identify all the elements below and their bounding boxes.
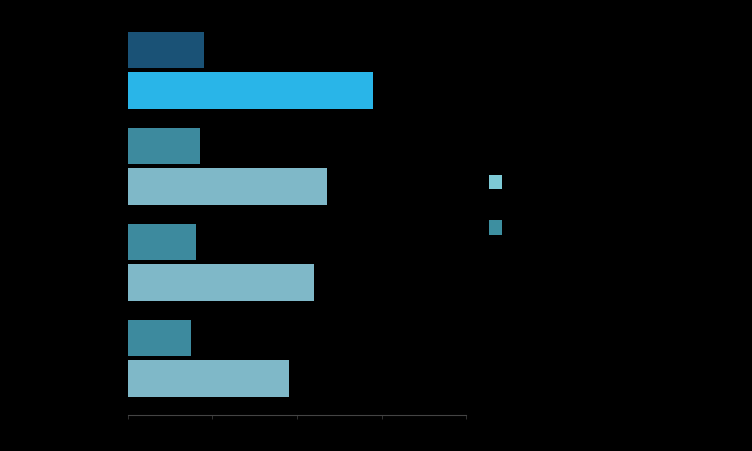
Bar [128,320,191,356]
Bar [128,168,326,205]
Bar [128,32,204,68]
Bar [128,128,200,164]
Bar [128,72,373,109]
Bar [128,264,314,301]
Bar [128,360,289,397]
Bar [128,224,196,260]
